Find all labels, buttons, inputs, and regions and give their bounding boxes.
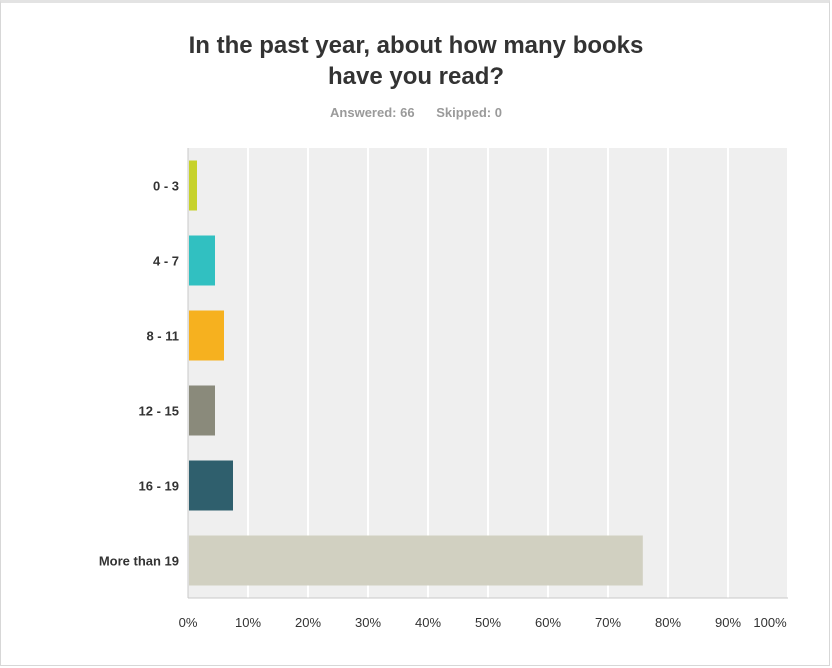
x-tick-label: 100% — [753, 615, 787, 630]
question-title-line-1: In the past year, about how many books — [188, 32, 644, 59]
category-label: 4 - 7 — [153, 254, 179, 269]
answered-count: Answered: 66 — [330, 105, 415, 120]
bar — [189, 535, 643, 586]
category-label: More than 19 — [99, 554, 179, 569]
bar — [189, 235, 215, 286]
x-tick-label: 20% — [295, 615, 321, 630]
x-tick-label: 40% — [415, 615, 441, 630]
response-stats: Answered: 66 Skipped: 0 — [0, 105, 832, 120]
category-label: 0 - 3 — [153, 179, 179, 194]
x-tick-label: 80% — [655, 615, 681, 630]
x-tick-label: 50% — [475, 615, 501, 630]
x-tick-label: 60% — [535, 615, 561, 630]
x-tick-label: 30% — [355, 615, 381, 630]
question-title: In the past year, about how many books h… — [0, 30, 832, 92]
skipped-count: Skipped: 0 — [436, 105, 502, 120]
bar — [189, 460, 233, 511]
question-title-line-2: have you read? — [327, 63, 505, 90]
x-tick-label: 0% — [179, 615, 198, 630]
bar — [189, 160, 197, 211]
x-tick-label: 70% — [595, 615, 621, 630]
bar — [189, 385, 215, 436]
category-label: 16 - 19 — [139, 479, 179, 494]
category-label: 8 - 11 — [146, 329, 179, 344]
x-tick-label: 10% — [235, 615, 261, 630]
category-label: 12 - 15 — [139, 404, 179, 419]
bar — [189, 310, 224, 361]
x-tick-label: 90% — [715, 615, 741, 630]
